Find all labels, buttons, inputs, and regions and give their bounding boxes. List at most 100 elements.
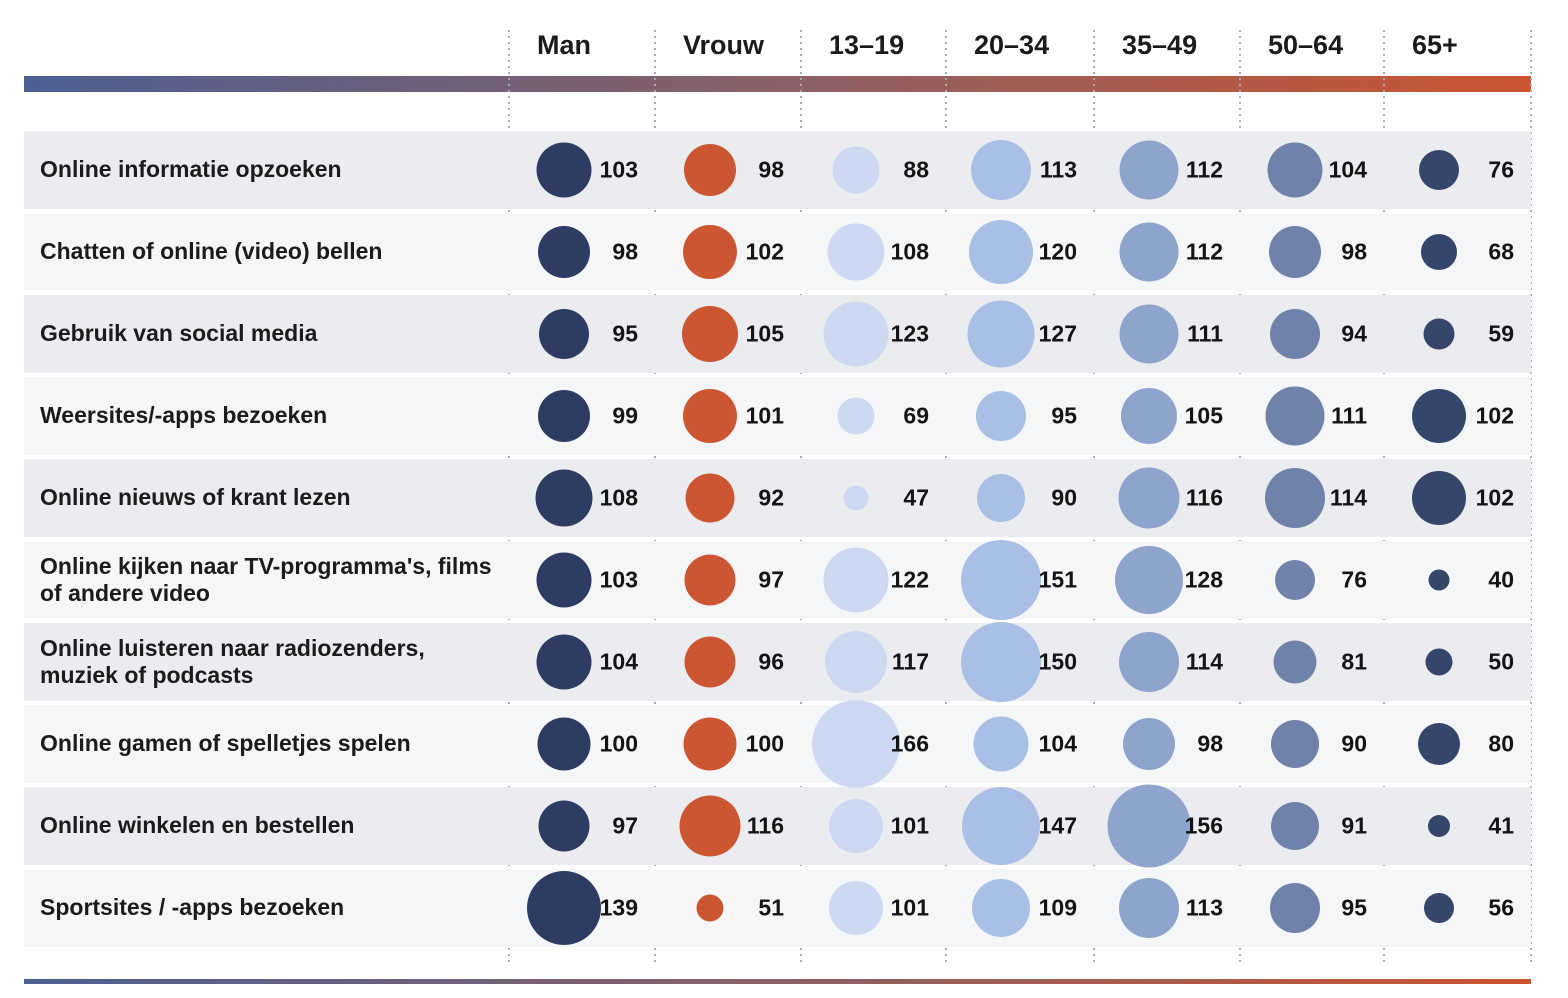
bubble bbox=[1269, 226, 1321, 278]
table-row: Chatten of online (video) bellen 98 102 108… bbox=[24, 213, 1531, 291]
bubble bbox=[1273, 640, 1317, 684]
value-cell: 147 bbox=[946, 787, 1094, 865]
value-cell: 101 bbox=[801, 787, 946, 865]
value-cell: 111 bbox=[1094, 295, 1240, 373]
value-cell: 139 bbox=[509, 869, 655, 947]
value-cell: 51 bbox=[655, 869, 801, 947]
row-label: Online gamen of spelletjes spelen bbox=[40, 730, 411, 757]
value-cell: 116 bbox=[655, 787, 801, 865]
bubble bbox=[538, 390, 590, 442]
value-cell: 99 bbox=[509, 377, 655, 455]
bubble bbox=[527, 871, 601, 945]
value-cell: 88 bbox=[801, 131, 946, 209]
dotted-divider-line bbox=[1530, 30, 1532, 965]
bubble-value: 50 bbox=[1488, 648, 1514, 675]
bubble bbox=[976, 391, 1026, 441]
bubble bbox=[1123, 718, 1175, 770]
bubble bbox=[971, 140, 1031, 200]
bubble-value: 122 bbox=[890, 566, 929, 593]
bubble bbox=[1424, 893, 1454, 923]
table-row: Gebruik van social media 95 105 123 127 111 94… bbox=[24, 295, 1531, 373]
value-cell: 108 bbox=[801, 213, 946, 291]
bubble bbox=[825, 631, 887, 693]
bubble-value: 117 bbox=[891, 648, 929, 675]
table-row: Online kijken naar TV-programma's, films… bbox=[24, 540, 1531, 620]
bubble-value: 147 bbox=[1038, 812, 1077, 839]
bubble-value: 113 bbox=[1039, 156, 1077, 183]
value-cell: 69 bbox=[801, 377, 946, 455]
bubble bbox=[1107, 784, 1191, 868]
bubble-value: 91 bbox=[1341, 812, 1367, 839]
value-cell: 166 bbox=[801, 700, 946, 788]
value-cell: 80 bbox=[1384, 705, 1531, 783]
bubble bbox=[536, 552, 592, 608]
bubble-value: 150 bbox=[1038, 648, 1077, 675]
bubble-value: 68 bbox=[1488, 238, 1514, 265]
bubble bbox=[535, 469, 593, 527]
value-cell: 103 bbox=[509, 541, 655, 619]
value-cell: 56 bbox=[1384, 869, 1531, 947]
bubble-value: 139 bbox=[599, 894, 638, 921]
bubble bbox=[1428, 815, 1450, 837]
bubble bbox=[685, 473, 735, 523]
bottom-gradient-bar bbox=[24, 979, 1531, 984]
bubble bbox=[683, 389, 737, 443]
value-cell: 97 bbox=[655, 541, 801, 619]
bubble bbox=[696, 894, 724, 922]
bubble bbox=[829, 881, 883, 935]
bubble-value: 98 bbox=[612, 238, 638, 265]
value-cell: 113 bbox=[1094, 869, 1240, 947]
value-cell: 116 bbox=[1094, 459, 1240, 537]
bubble bbox=[683, 717, 737, 771]
bubble bbox=[536, 634, 592, 690]
value-cell: 98 bbox=[1240, 213, 1384, 291]
bubble-value: 90 bbox=[1341, 730, 1367, 757]
bubble bbox=[969, 220, 1033, 284]
table-row: Online luisteren naar radiozenders, muzi… bbox=[24, 622, 1531, 702]
value-cell: 81 bbox=[1240, 623, 1384, 701]
bubble-value: 88 bbox=[903, 156, 929, 183]
value-cell: 76 bbox=[1240, 541, 1384, 619]
row-label: Weersites/-apps bezoeken bbox=[40, 402, 328, 429]
bubble-value: 95 bbox=[1341, 894, 1367, 921]
bubble bbox=[1270, 883, 1320, 933]
value-cell: 76 bbox=[1384, 131, 1531, 209]
bubble-value: 80 bbox=[1488, 730, 1514, 757]
column-header-Man: Man bbox=[537, 30, 591, 60]
bubble bbox=[1119, 140, 1179, 200]
bubble-value: 92 bbox=[758, 484, 784, 511]
bubble-value: 51 bbox=[758, 894, 784, 921]
bubble bbox=[1412, 471, 1466, 525]
bubble-value: 101 bbox=[890, 812, 929, 839]
bubble bbox=[967, 300, 1035, 368]
value-cell: 92 bbox=[655, 459, 801, 537]
bubble-value: 97 bbox=[758, 566, 784, 593]
bubble bbox=[1418, 723, 1460, 765]
bubble-value: 69 bbox=[903, 402, 929, 429]
value-cell: 103 bbox=[509, 131, 655, 209]
bubble bbox=[1412, 389, 1466, 443]
value-cell: 98 bbox=[655, 131, 801, 209]
bubble-value: 116 bbox=[746, 812, 784, 839]
value-cell: 113 bbox=[946, 131, 1094, 209]
value-cell: 95 bbox=[1240, 869, 1384, 947]
value-cell: 95 bbox=[946, 377, 1094, 455]
bubble-value: 103 bbox=[599, 566, 638, 593]
table-row: Online nieuws of krant lezen 108 92 47 90 116… bbox=[24, 459, 1531, 537]
value-cell: 114 bbox=[1240, 459, 1384, 537]
value-cell: 101 bbox=[801, 869, 946, 947]
value-cell: 95 bbox=[509, 295, 655, 373]
bubble bbox=[538, 226, 590, 278]
bubble bbox=[1265, 468, 1325, 528]
bubble-value: 104 bbox=[599, 648, 638, 675]
bubble-value: 47 bbox=[903, 484, 929, 511]
row-label: Online kijken naar TV-programma's, films… bbox=[40, 552, 492, 606]
value-cell: 90 bbox=[1240, 705, 1384, 783]
row-label: Sportsites / -apps bezoeken bbox=[40, 894, 345, 921]
bubble-value: 76 bbox=[1341, 566, 1367, 593]
bubble-value: 103 bbox=[599, 156, 638, 183]
bubble-value: 81 bbox=[1341, 648, 1367, 675]
value-cell: 100 bbox=[509, 705, 655, 783]
table-row: Online informatie opzoeken 103 98 88 113 112 1… bbox=[24, 131, 1531, 209]
bubble-value: 100 bbox=[745, 730, 784, 757]
